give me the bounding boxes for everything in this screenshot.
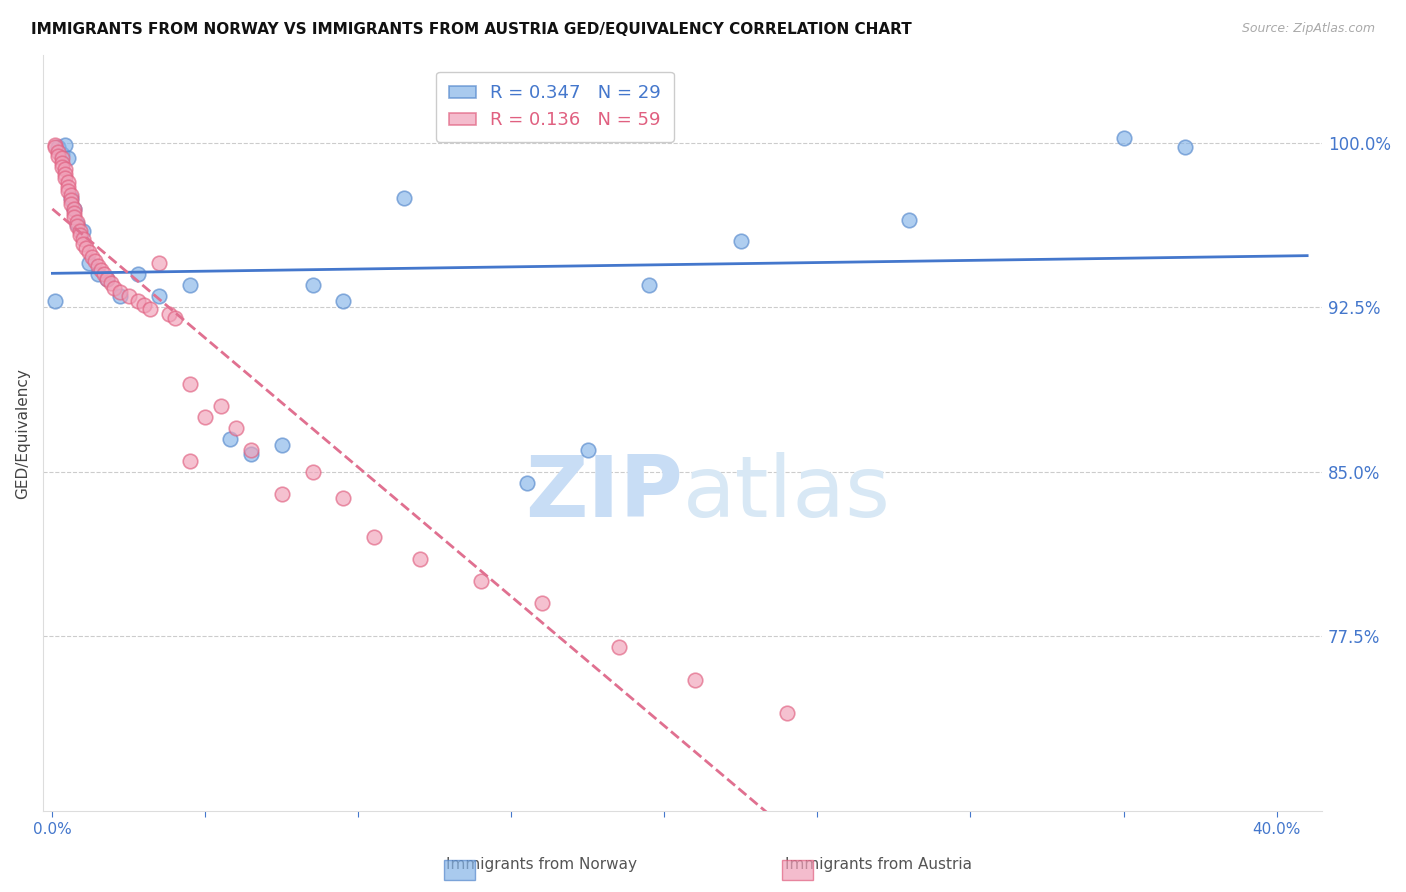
Point (44, 138, 66, 153)
Point (301, 278, 323, 293)
Point (66, 219, 89, 234)
Point (607, 640, 630, 654)
Point (127, 293, 149, 308)
Point (69, 227, 91, 242)
Point (127, 268, 149, 282)
Point (93, 268, 115, 282)
Point (59, 193, 82, 207)
Text: Source: ZipAtlas.com: Source: ZipAtlas.com (1241, 22, 1375, 36)
Text: ZIP: ZIP (524, 452, 683, 535)
Point (240, 447, 263, 461)
Point (62, 211, 84, 225)
Point (148, 289, 170, 303)
Point (59, 188, 82, 202)
Text: Immigrants from Austria: Immigrants from Austria (785, 857, 973, 872)
Point (218, 432, 240, 446)
Point (48, 140, 70, 154)
Point (72, 236, 94, 251)
Point (271, 486, 294, 500)
Point (44, 293, 66, 308)
Point (90, 263, 112, 277)
Point (470, 574, 492, 589)
Point (56, 184, 79, 198)
Point (301, 465, 323, 479)
Point (66, 215, 89, 229)
Point (363, 530, 385, 544)
Point (53, 167, 76, 181)
Point (163, 311, 186, 326)
Point (62, 202, 84, 216)
Point (209, 399, 232, 413)
Point (87, 259, 110, 273)
Point (75, 241, 97, 255)
Point (48, 145, 70, 159)
Point (225, 421, 247, 435)
Point (108, 289, 131, 303)
Point (56, 151, 79, 165)
Y-axis label: GED/Equivalency: GED/Equivalency (15, 368, 30, 499)
Point (332, 491, 354, 505)
Point (194, 409, 217, 424)
Point (576, 442, 599, 457)
Point (51, 151, 73, 165)
Point (100, 276, 122, 290)
Point (51, 146, 73, 161)
Point (139, 302, 162, 317)
Point (77, 245, 100, 260)
Point (69, 223, 91, 237)
Point (53, 138, 76, 153)
Point (179, 376, 201, 391)
Point (56, 175, 79, 189)
Point (48, 149, 70, 163)
Point (394, 191, 416, 205)
Point (66, 217, 89, 231)
Point (531, 596, 554, 610)
Point (148, 256, 170, 270)
Point (72, 223, 94, 237)
Point (1174, 140, 1197, 154)
Point (96, 271, 118, 285)
Legend: R = 0.347   N = 29, R = 0.136   N = 59: R = 0.347 N = 29, R = 0.136 N = 59 (436, 71, 673, 142)
Point (103, 280, 125, 294)
Point (84, 254, 107, 268)
Point (59, 191, 82, 205)
Point (59, 197, 82, 211)
Point (776, 706, 799, 720)
Point (332, 293, 354, 308)
Point (108, 285, 131, 299)
Point (516, 475, 538, 490)
Point (77, 256, 100, 270)
Point (134, 298, 156, 312)
Point (62, 202, 84, 216)
Point (157, 307, 180, 321)
Point (1112, 131, 1135, 145)
Text: Immigrants from Norway: Immigrants from Norway (446, 857, 637, 872)
Point (62, 206, 84, 220)
Text: IMMIGRANTS FROM NORWAY VS IMMIGRANTS FROM AUSTRIA GED/EQUIVALENCY CORRELATION CH: IMMIGRANTS FROM NORWAY VS IMMIGRANTS FRO… (31, 22, 911, 37)
Point (730, 235, 752, 249)
Point (638, 278, 661, 293)
Point (240, 442, 263, 457)
Text: atlas: atlas (683, 452, 891, 535)
Point (53, 162, 76, 177)
Point (179, 453, 201, 467)
Point (51, 160, 73, 174)
Point (898, 212, 921, 227)
Point (51, 155, 73, 169)
Point (271, 438, 294, 452)
Point (44, 140, 66, 154)
Point (82, 250, 104, 264)
Point (408, 552, 430, 566)
Point (87, 268, 110, 282)
Point (683, 673, 706, 687)
Point (72, 232, 94, 246)
Point (96, 271, 118, 285)
Point (118, 289, 141, 303)
Point (56, 179, 79, 194)
Point (179, 278, 201, 293)
Point (53, 170, 76, 185)
